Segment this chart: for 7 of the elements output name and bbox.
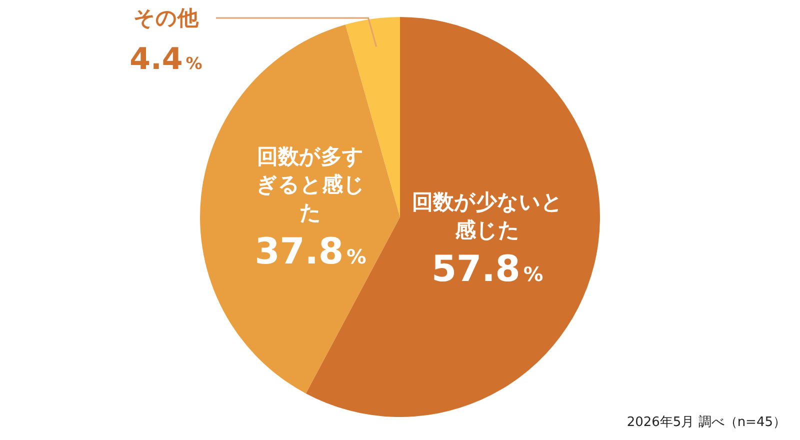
text: 2026年5月 調べ（n=45） <box>626 415 786 430</box>
slice-label: 回数が多すぎると感じた <box>256 144 366 224</box>
data-label: 57.8% <box>431 248 544 290</box>
data-label: 4.4% <box>130 42 203 77</box>
slice-label: 回数が少ないと感じた <box>412 190 563 242</box>
slice-label: その他 <box>134 6 200 30</box>
data-label: 37.8% <box>254 231 367 272</box>
